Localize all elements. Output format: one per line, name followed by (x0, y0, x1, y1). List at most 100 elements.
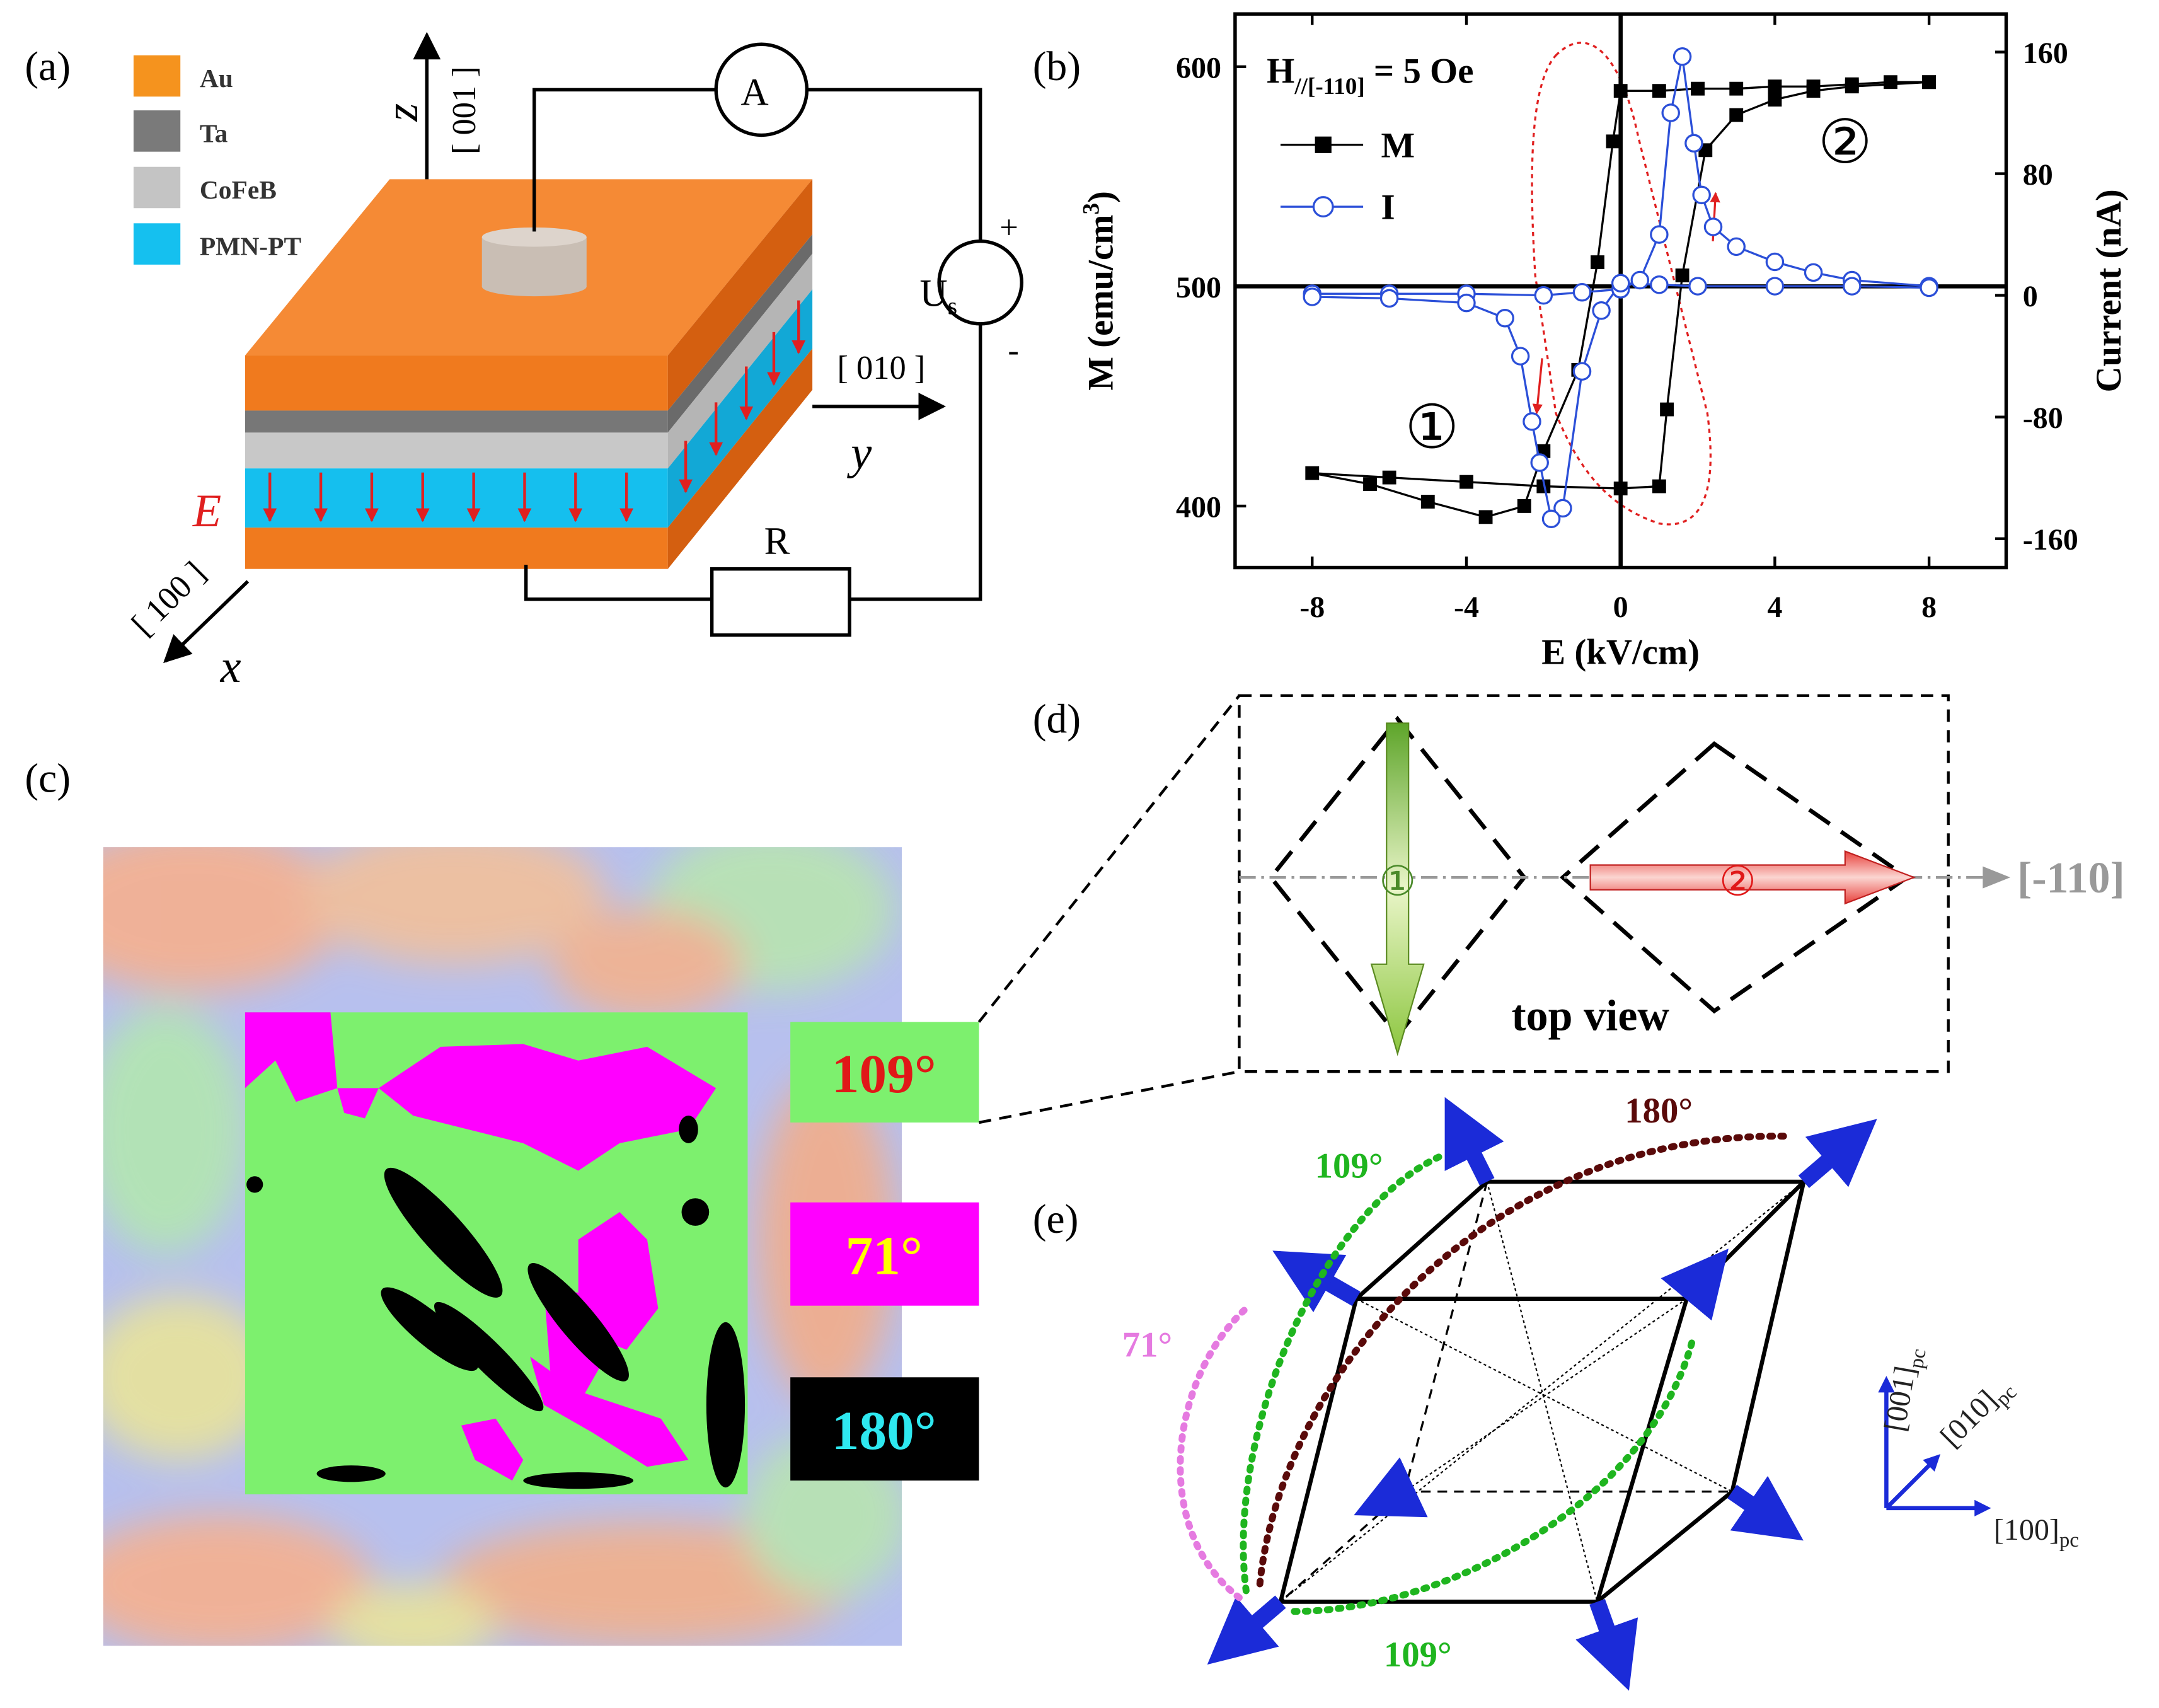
label: 71° (1122, 1325, 1173, 1365)
domain-map-part-part (681, 1198, 710, 1226)
label: x (220, 641, 241, 693)
point (1768, 79, 1782, 94)
domain-map: 109° 71° 180° (103, 695, 1241, 1646)
cube-diagram-part (1177, 1133, 1793, 1615)
cube-diagram-part-part (1272, 1250, 1361, 1313)
label: (a) (25, 44, 71, 89)
point (1592, 301, 1611, 320)
domain-map-part-part (706, 1322, 746, 1488)
point (1661, 103, 1680, 122)
y2-tick-label: -80 (2023, 401, 2063, 435)
domain-map-part (246, 1116, 746, 1489)
point (1459, 475, 1473, 489)
point (1727, 237, 1746, 257)
device-schematic-part (481, 277, 587, 297)
label: Ta (200, 118, 228, 147)
domain-map-part (245, 1012, 717, 1481)
cube-diagram-part-part (1240, 1153, 1442, 1595)
label: 71° (846, 1225, 923, 1286)
y2-axis-label: Current (nA) (2089, 189, 2129, 392)
point (1806, 84, 1821, 98)
cube-diagram-part-part (1354, 1180, 1488, 1301)
cube-diagram-part-part (1661, 1249, 1729, 1321)
label: y (846, 427, 872, 479)
point (1591, 255, 1604, 269)
label: top view (1511, 992, 1669, 1041)
y-axis-label: 3 (1079, 203, 1105, 215)
point (1517, 499, 1531, 513)
y2-tick-label: 0 (2023, 280, 2038, 313)
annotation: //[-110] (1294, 74, 1364, 100)
cube-diagram-part-part (1356, 1298, 1733, 1492)
label: (e) (1033, 1197, 1079, 1242)
cube-diagram-part-part (1486, 1181, 1598, 1602)
cube-diagram: 180° 109° 71° 109° [001]pc [010]pc [100]… (1122, 1091, 2079, 1691)
label: PMN-PT (200, 232, 302, 261)
cube-diagram-part-part (1575, 1599, 1638, 1691)
point (1379, 289, 1399, 308)
domain-map-part-part-part (330, 1584, 496, 1646)
cube-diagram-part-part (1256, 1133, 1793, 1588)
device-schematic-part (667, 253, 813, 469)
device-schematic-part-part (807, 88, 982, 241)
label: [ 010 ] (837, 350, 925, 386)
cube-diagram-part-part (1207, 1595, 1286, 1665)
domain-map-part-part (530, 1356, 689, 1467)
point (1611, 274, 1630, 293)
point (1660, 402, 1674, 417)
cube-diagram-part-part (1885, 1454, 1941, 1510)
cube-diagram-part-part (1727, 1475, 1804, 1541)
domain-map-part (790, 1022, 979, 1123)
domain-map-part-part-part (103, 1295, 275, 1460)
point (1457, 293, 1476, 313)
legend-label: M (1381, 125, 1415, 165)
point (1652, 479, 1666, 493)
point (1478, 510, 1493, 524)
point (1613, 84, 1628, 98)
domain-map-part-part (679, 1116, 698, 1143)
cube-diagram-part-part (1595, 1298, 1689, 1603)
domain-map-part-part (523, 1472, 634, 1489)
cube-diagram-part: [001]pc [010]pc [100]pc (1878, 1347, 2079, 1552)
label: (c) (25, 756, 71, 802)
label: + (999, 209, 1018, 246)
point (1530, 453, 1549, 472)
point (1541, 509, 1561, 529)
domain-map-part-part (461, 1418, 524, 1481)
point (1675, 268, 1690, 282)
label: (b) (1033, 44, 1081, 89)
label: Us (920, 272, 957, 320)
cube-diagram-part-part (1177, 1305, 1250, 1601)
legend-label: I (1381, 188, 1395, 228)
label: 180° (1625, 1091, 1693, 1131)
y-axis-label: M (emu/cm (1081, 215, 1120, 391)
device-schematic-part (245, 468, 668, 528)
y-tick-label: 400 (1176, 490, 1221, 524)
panel-labels: (a) (b) (c) (d) (e) (25, 44, 1081, 1242)
point (1843, 277, 1862, 296)
curve-marker: ② (1818, 108, 1872, 176)
label: ② (1719, 860, 1756, 905)
cube-diagram-part (1207, 1097, 1877, 1691)
domain-map-part (790, 1377, 979, 1481)
y-axis-label: M (emu/cm3) (1079, 191, 1121, 391)
point (1729, 81, 1744, 96)
label: (d) (1033, 697, 1081, 742)
label: U (920, 272, 948, 314)
device-schematic-part (667, 179, 813, 411)
y2-tick-label: 80 (2023, 158, 2053, 192)
point (1420, 495, 1435, 509)
point (1630, 270, 1650, 290)
point (1650, 225, 1669, 244)
device-schematic-part (667, 234, 813, 433)
x-tick-label: 0 (1613, 591, 1628, 624)
label: CoFeB (200, 175, 277, 204)
domain-map-part-part (246, 1176, 263, 1193)
top-view-part (1370, 722, 1425, 1056)
point (1920, 278, 1938, 297)
label: 109° (1315, 1146, 1383, 1186)
point (1572, 283, 1592, 302)
domain-map-part-part (378, 1044, 717, 1171)
x-tick-label: 8 (1921, 591, 1937, 624)
